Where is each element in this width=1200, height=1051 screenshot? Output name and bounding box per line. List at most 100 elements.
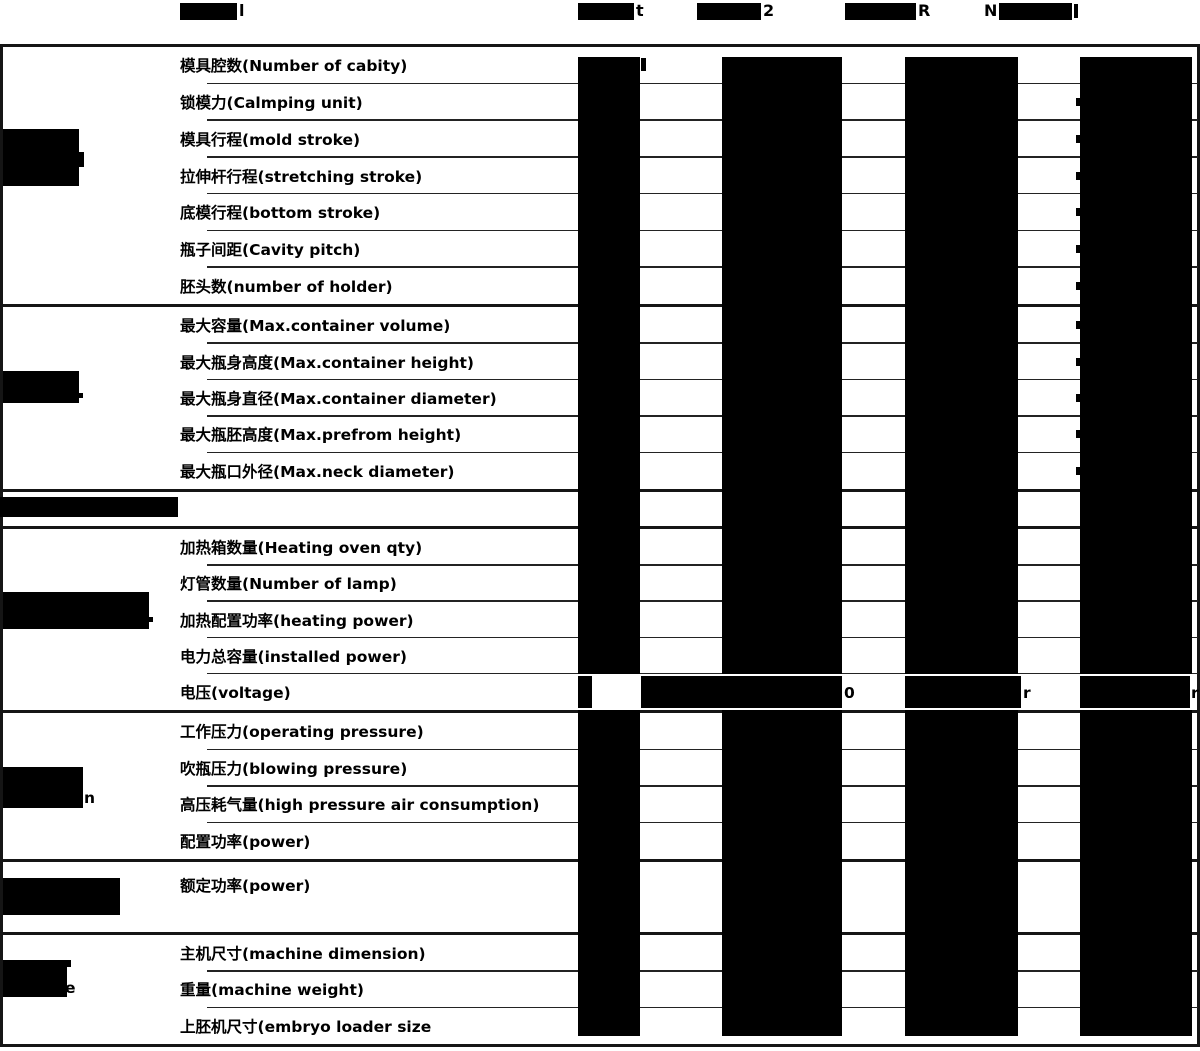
value-sliver [641,58,646,71]
voltage-fragment-col2: 0 [844,684,855,702]
redacted-value-column-1 [578,710,640,1036]
redacted-header-col2 [697,3,761,20]
header-col4-prefix: N [984,1,998,20]
value-sliver [1076,98,1080,106]
spec-row: 吹瓶压力(blowing pressure) [0,748,1200,787]
redacted-value-column-4 [1080,710,1192,1036]
spec-row: 配置功率(power) [0,821,1200,860]
spec-row: 电力总容量(installed power) [0,636,1200,674]
redacted-group-label [3,592,149,629]
value-sliver [1076,135,1080,143]
row-label: 模具腔数(Number of cabity) [180,57,408,76]
redacted-header-col4 [999,3,1072,20]
value-sliver [1076,282,1080,290]
row-label: 工作压力(operating pressure) [180,723,424,742]
row-label: 底模行程(bottom stroke) [180,204,381,223]
voltage-fragment-col3: r [1023,684,1031,702]
row-label: 拉伸杆行程(stretching stroke) [180,167,423,186]
row-label: 最大瓶口外径(Max.neck diameter) [180,462,455,481]
value-sliver [1076,394,1080,402]
row-label: 最大瓶胚高度(Max.prefrom height) [180,426,462,445]
spec-row: 模具行程(mold stroke) [0,119,1200,157]
redacted-voltage-col4 [1080,676,1190,708]
row-label: 吹瓶压力(blowing pressure) [180,759,408,778]
spec-row: 上胚机尺寸(embryo loader size [0,1006,1200,1044]
row-label: 重量(machine weight) [180,981,364,1000]
spec-row: 电压(voltage) [0,672,1200,710]
spec-group-heating: 加热箱数量(Heating oven qty) 灯管数量(Number of l… [0,529,1200,710]
redacted-voltage-col1 [578,676,592,708]
table-border-left [0,44,3,1047]
redacted-value-column-4 [1080,57,1192,674]
header-col2-suffix: 2 [763,1,775,20]
spec-row: 锁模力(Calmping unit) [0,82,1200,121]
row-label: 配置功率(power) [180,832,311,851]
row-label: 额定功率(power) [180,877,311,895]
row-label: 主机尺寸(machine dimension) [180,945,426,964]
value-sliver [1076,358,1080,366]
spec-group-size: 主机尺寸(machine dimension) 重量(machine weigh… [0,935,1200,1044]
group4-label-tail: n [84,789,96,807]
spec-group-container: 最大容量(Max.container volume) 最大瓶身高度(Max.co… [0,307,1200,489]
spec-row: 模具腔数(Number of cabity) [0,47,1200,84]
spec-row: 加热箱数量(Heating oven qty) [0,529,1200,565]
value-sliver [1076,321,1080,329]
row-label: 最大瓶身高度(Max.container height) [180,353,474,372]
redacted-voltage-col3 [905,676,1021,708]
row-label: 加热配置功率(heating power) [180,611,414,630]
spec-row: 加热配置功率(heating power) [0,600,1200,637]
value-sliver [1076,467,1080,475]
row-label: 瓶子间距(Cavity pitch) [180,240,361,259]
redacted-group-label [3,371,79,403]
spec-row: 工作压力(operating pressure) [0,713,1200,750]
redacted-voltage-col2 [641,676,842,708]
value-sliver [1076,245,1080,253]
spec-row: 额定功率(power) [0,862,1200,932]
spec-row: 最大瓶胚高度(Max.prefrom height) [0,415,1200,452]
spec-row: 重量(machine weight) [0,970,1200,1007]
redacted-value-column-3 [905,57,1018,674]
spec-group-power: 额定功率(power) [0,862,1200,932]
header-col1-suffix: t [636,1,644,20]
spec-row: 主机尺寸(machine dimension) [0,935,1200,971]
redacted-value-column-2 [722,710,842,1036]
spec-row: 最大瓶身直径(Max.container diameter) [0,378,1200,416]
row-label: 最大瓶身直径(Max.container diameter) [180,390,497,409]
group1-label-sliver [79,152,84,167]
spec-group-air: 工作压力(operating pressure) 吹瓶压力(blowing pr… [0,713,1200,859]
group6-label-tail: e [65,979,76,997]
redacted-header-col1 [578,3,634,20]
group6-label-sliver [66,960,71,967]
value-sliver [1076,208,1080,216]
row-label: 高压耗气量(high pressure air consumption) [180,796,540,815]
redacted-value-column-3 [905,710,1018,1036]
redacted-group-label [3,878,120,915]
table-border-bottom [0,1044,1200,1047]
value-sliver [1076,430,1080,438]
row-label: 加热箱数量(Heating oven qty) [180,539,423,558]
redacted-header-model [180,3,237,20]
redacted-section-label [0,497,178,517]
redacted-group-label [3,960,67,997]
header-col3-suffix: R [918,1,931,20]
spec-row: 最大瓶身高度(Max.container height) [0,342,1200,379]
group3-label-sliver [149,617,153,622]
spec-row: 胚头数(number of holder) [0,266,1200,304]
row-label: 电压(voltage) [180,683,291,702]
row-label: 模具行程(mold stroke) [180,130,361,149]
row-label: 上胚机尺寸(embryo loader size [180,1017,432,1036]
spec-row: 高压耗气量(high pressure air consumption) [0,785,1200,823]
redacted-group-label [3,767,83,808]
spec-row: 最大容量(Max.container volume) [0,307,1200,343]
redacted-group-label [3,129,79,186]
row-label: 电力总容量(installed power) [180,647,407,666]
row-label: 灯管数量(Number of lamp) [180,575,397,594]
spec-row: 最大瓶口外径(Max.neck diameter) [0,451,1200,489]
redacted-value-column-1 [578,57,640,674]
spec-row: 底模行程(bottom stroke) [0,192,1200,231]
row-label: 锁模力(Calmping unit) [180,94,363,113]
row-label: 最大容量(Max.container volume) [180,317,451,336]
header-model-suffix: l [239,1,245,20]
spec-row: 瓶子间距(Cavity pitch) [0,229,1200,268]
